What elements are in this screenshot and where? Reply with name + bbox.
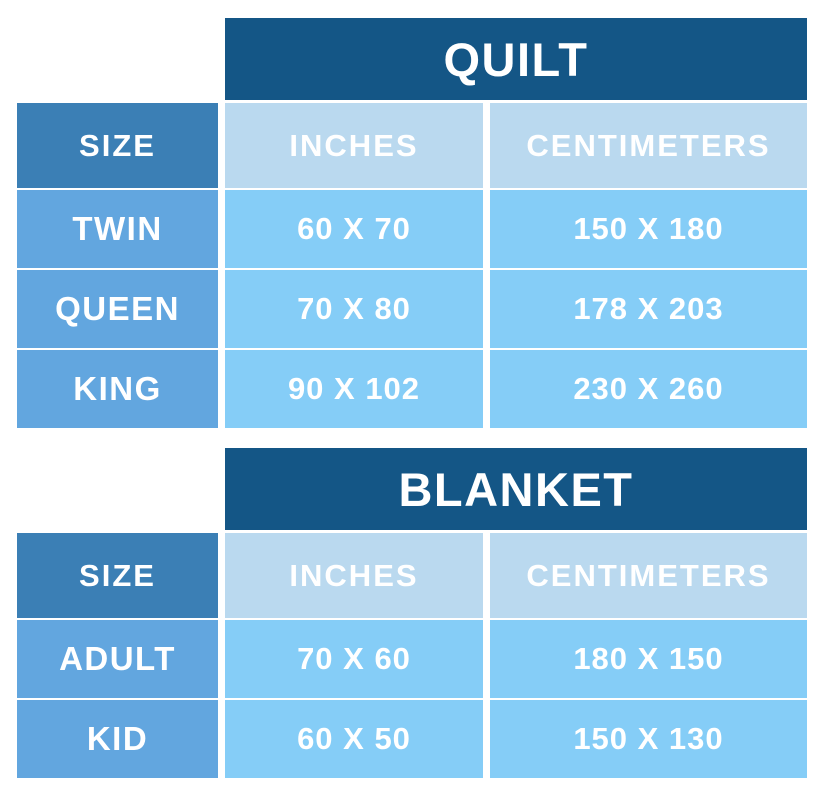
quilt-row-size-queen: QUEEN bbox=[17, 270, 218, 348]
quilt-header-centimeters: CENTIMETERS bbox=[490, 103, 807, 188]
blanket-row-centimeters-kid: 150 X 130 bbox=[490, 700, 807, 778]
blanket-header-centimeters: CENTIMETERS bbox=[490, 533, 807, 618]
blanket-header-row: SIZE INCHES CENTIMETERS bbox=[17, 533, 807, 618]
table-row: TWIN 60 X 70 150 X 180 bbox=[17, 190, 807, 268]
quilt-row-centimeters-king: 230 X 260 bbox=[490, 350, 807, 428]
quilt-row-inches-king: 90 X 102 bbox=[225, 350, 483, 428]
quilt-row-inches-twin: 60 X 70 bbox=[225, 190, 483, 268]
table-row: QUEEN 70 X 80 178 X 203 bbox=[17, 270, 807, 348]
blanket-row-size-adult: ADULT bbox=[17, 620, 218, 698]
quilt-table-title: QUILT bbox=[225, 18, 807, 100]
table-row: KING 90 X 102 230 X 260 bbox=[17, 350, 807, 428]
quilt-header-row: SIZE INCHES CENTIMETERS bbox=[17, 103, 807, 188]
blanket-table-body: SIZE INCHES CENTIMETERS ADULT 70 X 60 18… bbox=[17, 533, 807, 778]
blanket-row-inches-adult: 70 X 60 bbox=[225, 620, 483, 698]
blanket-row-size-kid: KID bbox=[17, 700, 218, 778]
quilt-row-size-twin: TWIN bbox=[17, 190, 218, 268]
blanket-header-size: SIZE bbox=[17, 533, 218, 618]
quilt-row-centimeters-queen: 178 X 203 bbox=[490, 270, 807, 348]
blanket-row-inches-kid: 60 X 50 bbox=[225, 700, 483, 778]
table-row: ADULT 70 X 60 180 X 150 bbox=[17, 620, 807, 698]
table-row: KID 60 X 50 150 X 130 bbox=[17, 700, 807, 778]
quilt-row-size-king: KING bbox=[17, 350, 218, 428]
blanket-row-centimeters-adult: 180 X 150 bbox=[490, 620, 807, 698]
quilt-header-inches: INCHES bbox=[225, 103, 483, 188]
quilt-header-size: SIZE bbox=[17, 103, 218, 188]
quilt-table-body: SIZE INCHES CENTIMETERS TWIN 60 X 70 150… bbox=[17, 103, 807, 428]
blanket-table-title: BLANKET bbox=[225, 448, 807, 530]
quilt-row-inches-queen: 70 X 80 bbox=[225, 270, 483, 348]
blanket-header-inches: INCHES bbox=[225, 533, 483, 618]
quilt-row-centimeters-twin: 150 X 180 bbox=[490, 190, 807, 268]
